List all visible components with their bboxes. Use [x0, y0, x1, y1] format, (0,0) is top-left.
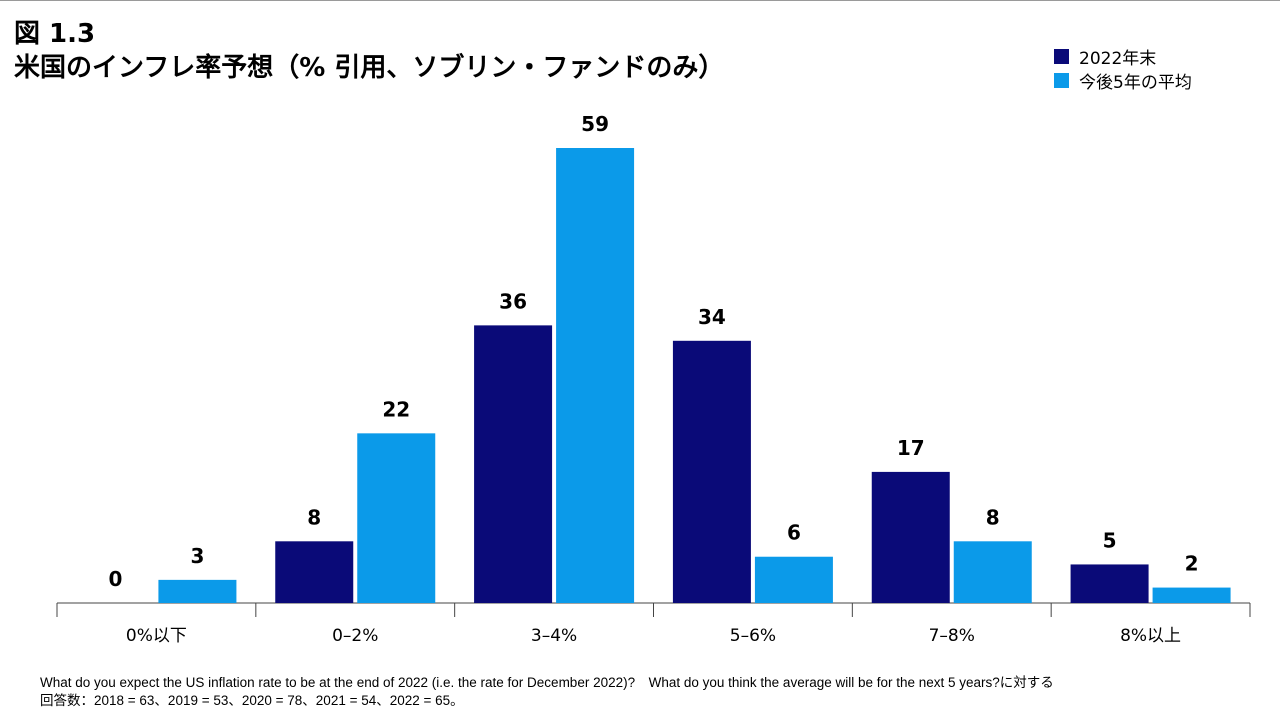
bar-five-year-average — [754, 556, 833, 603]
bar-year-end — [1070, 564, 1149, 603]
bar-five-year-average — [556, 148, 635, 603]
data-label: 22 — [382, 397, 410, 421]
legend-swatch-five-year-average — [1054, 72, 1069, 88]
bar-year-end — [871, 471, 950, 603]
x-tick-label: 7–8% — [929, 626, 975, 646]
footnote-line-2: 回答数：2018 = 63、2019 = 53、2020 = 78、2021 =… — [40, 693, 464, 708]
bar-year-end — [672, 340, 751, 603]
bar-five-year-average — [357, 433, 436, 603]
x-tick-label: 3–4% — [531, 626, 577, 646]
bar-five-year-average — [158, 579, 237, 603]
data-label: 8 — [307, 505, 321, 529]
legend-label-year-end: 2022年末 — [1079, 48, 1157, 69]
data-label: 8 — [986, 505, 1000, 529]
data-label: 6 — [787, 521, 801, 545]
data-label: 34 — [698, 305, 726, 329]
x-tick-label: 8%以上 — [1120, 626, 1181, 646]
footnote-line-1: What do you expect the US inflation rate… — [40, 675, 1054, 690]
bar-chart: 0 3 0%以下 8 22 0–2% 36 59 3–4% 34 6 5–6% 17 8 7–8% 5 2 8%以… — [56, 112, 1251, 646]
figure-number: 図 1.3 — [14, 19, 96, 49]
chart-legend: 2022年末 今後5年の平均 — [1054, 44, 1192, 93]
legend-item-five-year-average: 今後5年の平均 — [1054, 68, 1192, 93]
bar-five-year-average — [953, 541, 1032, 603]
data-label: 0 — [108, 567, 122, 591]
bar-five-year-average — [1152, 587, 1231, 603]
chart-title: 米国のインフレ率予想（% 引用、ソブリン・ファンドのみ） — [14, 53, 725, 83]
bar-year-end — [474, 325, 553, 603]
x-tick-label: 5–6% — [730, 626, 776, 646]
data-label: 5 — [1103, 528, 1117, 552]
legend-swatch-year-end — [1054, 48, 1069, 64]
x-tick-label: 0%以下 — [126, 626, 187, 646]
data-label: 2 — [1185, 552, 1199, 576]
footnote: What do you expect the US inflation rate… — [40, 674, 1270, 710]
legend-item-year-end: 2022年末 — [1054, 44, 1192, 69]
data-label: 3 — [190, 544, 204, 568]
bar-year-end — [275, 541, 354, 603]
top-rule — [0, 0, 1280, 1]
data-label: 17 — [897, 436, 925, 460]
figure-header: 図 1.3 米国のインフレ率予想（% 引用、ソブリン・ファンドのみ） — [14, 18, 724, 86]
x-tick-label: 0–2% — [332, 626, 378, 646]
legend-label-five-year-average: 今後5年の平均 — [1079, 72, 1192, 93]
data-label: 36 — [499, 289, 527, 313]
data-label: 59 — [581, 112, 609, 136]
